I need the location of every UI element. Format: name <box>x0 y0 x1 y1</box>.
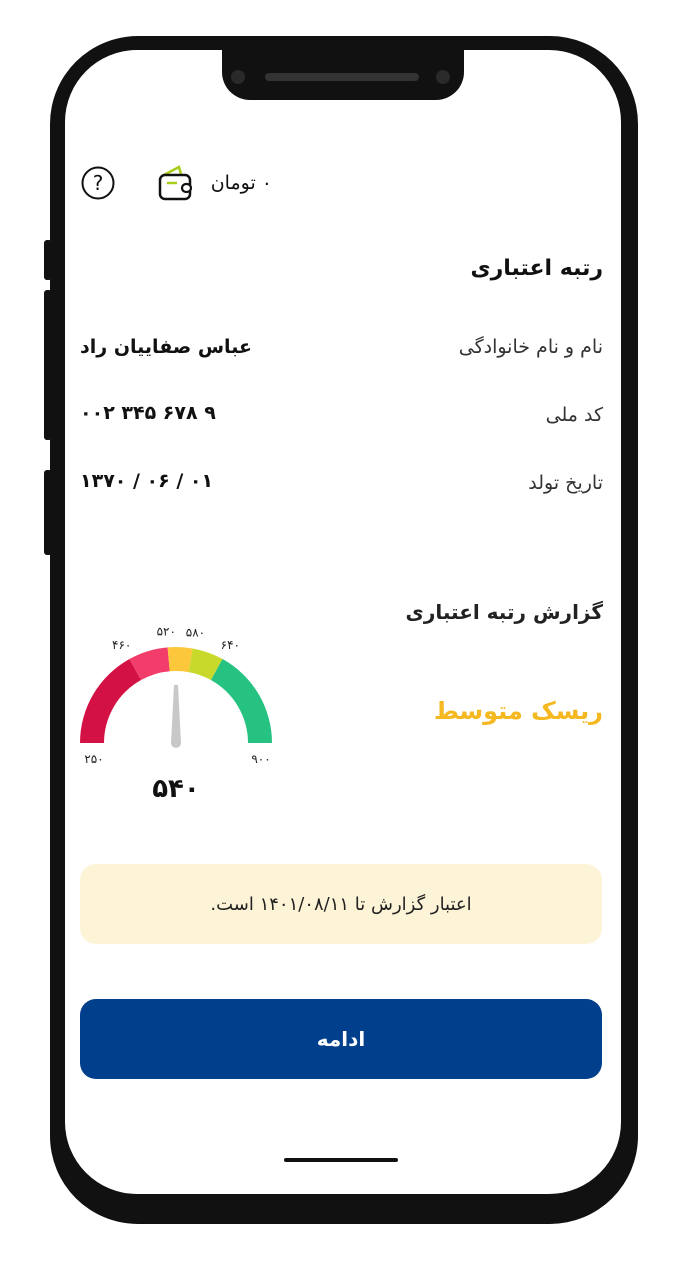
gauge-tick-label: ۶۴۰ <box>221 638 240 652</box>
full-name-value: عباس صفاییان راد <box>80 336 252 358</box>
full-name-label: نام و نام خانوادگی <box>458 336 603 358</box>
report-validity-notice: اعتبار گزارش تا ۱۴۰۱/۰۸/۱۱ است. <box>80 864 602 944</box>
national-id-value: ۰۰۲ ۳۴۵ ۶۷۸ ۹ <box>80 402 216 424</box>
volume-button <box>44 470 52 555</box>
gauge-tick-label: ۵۲۰ <box>157 624 176 638</box>
gauge-tick-label: ۵۸۰ <box>186 626 205 640</box>
risk-label: ریسک متوسط <box>433 697 603 725</box>
home-indicator[interactable] <box>284 1158 398 1162</box>
gauge-max-label: ۹۰۰ <box>251 752 270 766</box>
wallet-balance[interactable]: ۰ تومان <box>210 172 272 194</box>
gauge-segment <box>80 659 142 743</box>
gauge-segment <box>188 648 223 681</box>
national-id-label: کد ملی <box>545 404 603 426</box>
side-button <box>44 240 52 280</box>
gauge-needle <box>171 685 181 748</box>
gauge-segment <box>167 647 193 673</box>
birth-date-value: ۱۳۷۰ / ۰۶ / ۰۱ <box>80 470 214 492</box>
page-title: رتبه اعتباری <box>470 256 603 281</box>
gauge-min-label: ۲۵۰ <box>84 752 103 766</box>
credit-score-gauge: ۴۶۰ ۵۲۰ ۵۸۰ ۶۴۰ ۲۵۰ ۹۰۰ ۵۴۰ <box>80 624 272 804</box>
gauge-segment <box>210 659 272 743</box>
camera <box>231 70 245 84</box>
volume-button <box>44 290 52 440</box>
gauge-tick-label: ۴۶۰ <box>112 638 131 652</box>
continue-button[interactable]: ادامه <box>80 999 602 1079</box>
credit-score: ۵۴۰ <box>152 774 200 804</box>
report-title: گزارش رتبه اعتباری <box>405 600 603 624</box>
help-icon[interactable]: ? <box>81 166 115 200</box>
sensor <box>436 70 450 84</box>
svg-text:?: ? <box>93 171 104 195</box>
gauge-segment <box>129 647 170 681</box>
wallet-icon[interactable] <box>157 164 195 202</box>
birth-date-label: تاریخ تولد <box>528 472 603 494</box>
speaker <box>265 73 419 81</box>
